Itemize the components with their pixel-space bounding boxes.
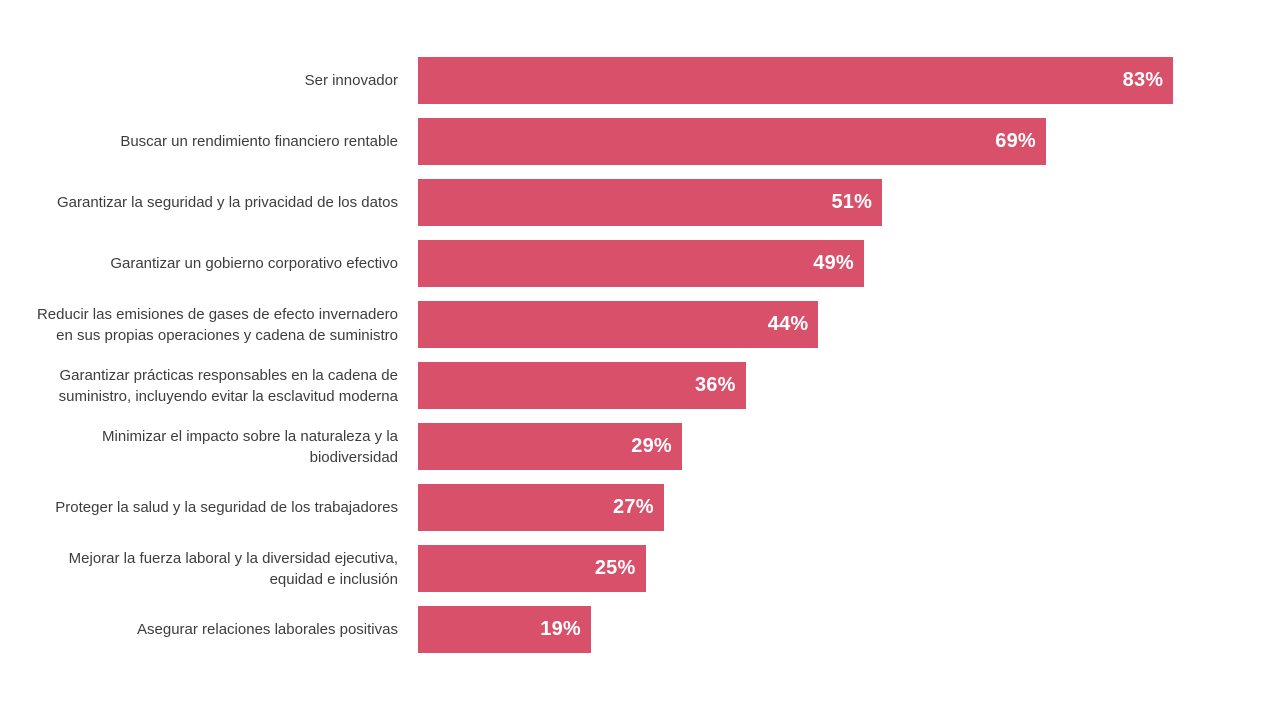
bar: 51%	[418, 179, 883, 226]
value-label: 36%	[694, 374, 736, 396]
bar: 49%	[418, 240, 864, 287]
value-label: 69%	[995, 130, 1036, 152]
bar: 83%	[418, 57, 1174, 104]
bar-row: Garantizar prácticas responsables en la …	[0, 362, 1280, 409]
bar-track: 25%	[418, 545, 1280, 592]
bar: 44%	[418, 301, 819, 348]
bar: 19%	[418, 606, 591, 653]
value-label: 44%	[767, 313, 809, 335]
bar-track: 27%	[418, 484, 1280, 531]
bar-track: 49%	[418, 240, 1280, 287]
bar-track: 69%	[418, 118, 1280, 165]
bar-chart: Ser innovador 83% Buscar un rendimiento …	[0, 57, 1280, 653]
value-label: 83%	[1122, 69, 1164, 91]
value-label: 25%	[594, 557, 636, 579]
bar-track: 51%	[418, 179, 1280, 226]
bar: 27%	[418, 484, 664, 531]
bar-row: Ser innovador 83%	[0, 57, 1280, 104]
bar-row: Asegurar relaciones laborales positivas …	[0, 606, 1280, 653]
bar-row: Proteger la salud y la seguridad de los …	[0, 484, 1280, 531]
value-label: 19%	[540, 618, 581, 640]
bar-row: Garantizar un gobierno corporativo efect…	[0, 240, 1280, 287]
category-label: Garantizar prácticas responsables en la …	[58, 366, 398, 405]
bar-row: Reducir las emisiones de gases de efecto…	[0, 301, 1280, 348]
bar: 69%	[418, 118, 1046, 165]
category-label: Buscar un rendimiento financiero rentabl…	[120, 133, 398, 150]
bar-track: 29%	[418, 423, 1280, 470]
category-label: Proteger la salud y la seguridad de los …	[55, 499, 398, 516]
value-label: 27%	[613, 496, 654, 518]
category-label: Reducir las emisiones de gases de efecto…	[36, 305, 398, 344]
category-label: Minimizar el impacto sobre la naturaleza…	[102, 427, 398, 466]
value-label: 51%	[831, 191, 873, 213]
value-label: 49%	[813, 252, 854, 274]
category-label: Asegurar relaciones laborales positivas	[137, 621, 398, 638]
bar: 29%	[418, 423, 682, 470]
value-label: 29%	[631, 435, 672, 457]
category-label: Ser innovador	[304, 72, 398, 89]
bar-row: Minimizar el impacto sobre la naturaleza…	[0, 423, 1280, 470]
bar-row: Garantizar la seguridad y la privacidad …	[0, 179, 1280, 226]
bar-row: Buscar un rendimiento financiero rentabl…	[0, 118, 1280, 165]
bar-track: 36%	[418, 362, 1280, 409]
bar-track: 44%	[418, 301, 1280, 348]
bar: 36%	[418, 362, 746, 409]
bar-track: 19%	[418, 606, 1280, 653]
category-label: Garantizar un gobierno corporativo efect…	[110, 255, 398, 272]
bar-row: Mejorar la fuerza laboral y la diversida…	[0, 545, 1280, 592]
bar: 25%	[418, 545, 646, 592]
bar-track: 83%	[418, 57, 1280, 104]
category-label: Garantizar la seguridad y la privacidad …	[56, 194, 398, 211]
category-label: Mejorar la fuerza laboral y la diversida…	[68, 549, 398, 588]
